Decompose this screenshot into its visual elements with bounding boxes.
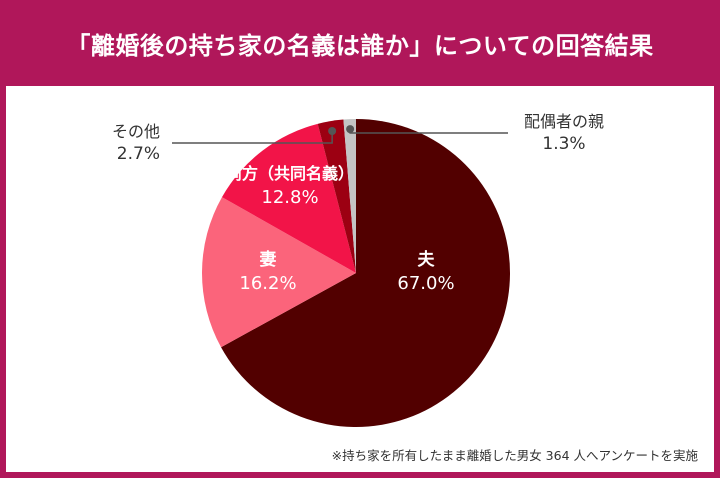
slice-value-label-2: 12.8%	[261, 187, 318, 208]
slice-value-label-0: 67.0%	[397, 273, 454, 294]
pie-slice-3	[317, 119, 356, 273]
slice-value-label-1: 16.2%	[239, 273, 296, 294]
leader-dot-3	[328, 126, 337, 135]
pie-slice-1	[202, 197, 356, 348]
pie-slice-2	[221, 123, 356, 273]
slice-name-label-1: 妻	[260, 250, 277, 270]
slice-name-label-2: 両方（共同名義）	[226, 164, 354, 183]
slice-name-label-0: 夫	[418, 249, 436, 270]
slice-name-label-3: その他	[112, 122, 160, 141]
leader-line-3	[172, 130, 333, 144]
leader-dot-4	[346, 125, 355, 134]
pie-slice-4	[343, 119, 356, 273]
footnote: ※持ち家を所有したまま離婚した男女 364 人へアンケートを実施	[331, 448, 698, 463]
pie-slice-0	[221, 119, 511, 427]
chart-header: 「離婚後の持ち家の名義は誰か」についての回答結果	[0, 0, 720, 86]
chart-title: 「離婚後の持ち家の名義は誰か」についての回答結果	[66, 31, 654, 60]
slice-value-label-3: 2.7%	[117, 144, 160, 164]
slice-name-label-4: 配偶者の親	[524, 112, 604, 131]
slice-value-label-4: 1.3%	[542, 134, 585, 154]
